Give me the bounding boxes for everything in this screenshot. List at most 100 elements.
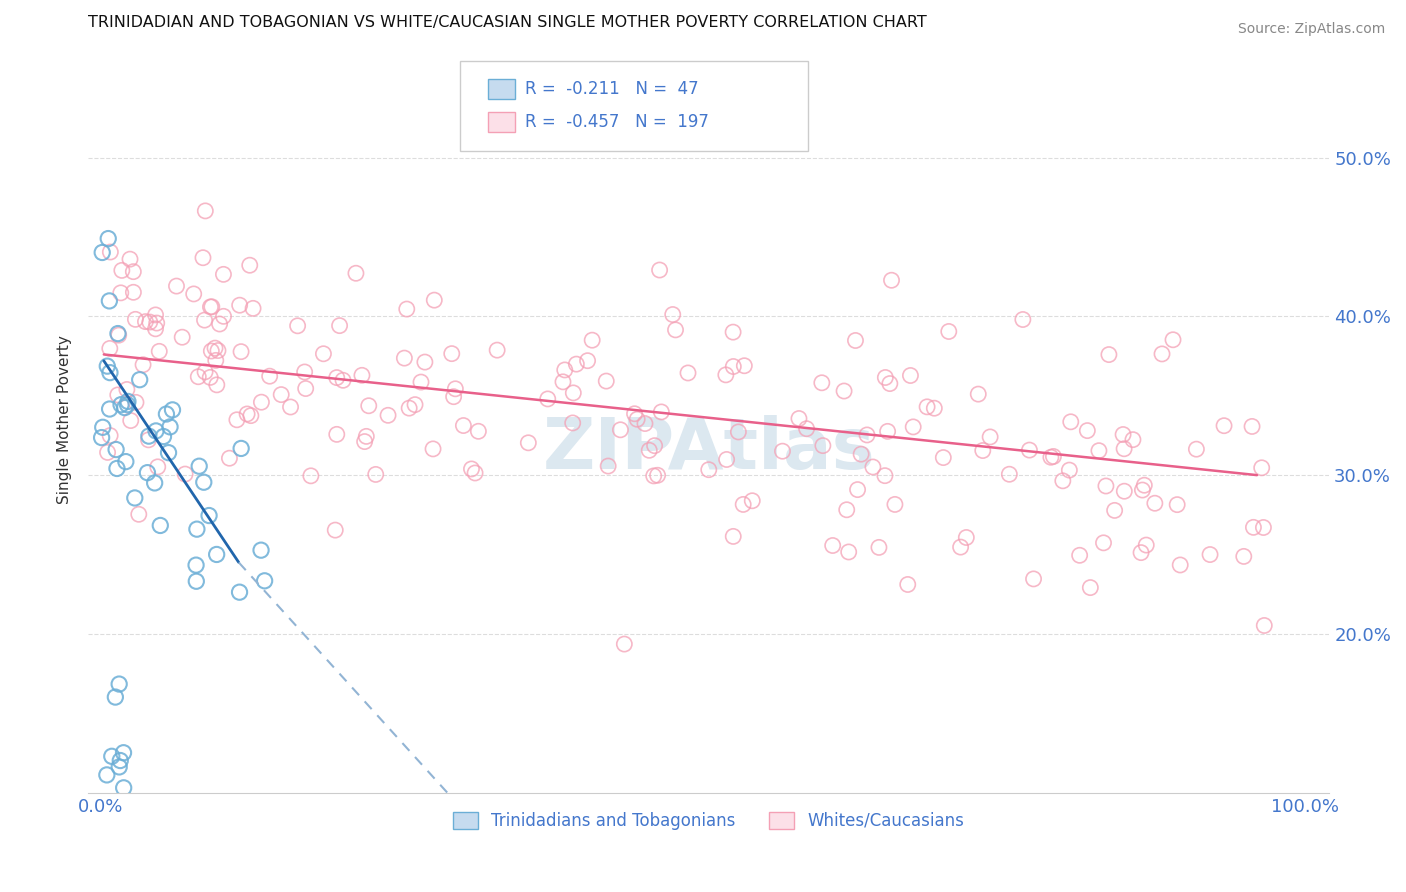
- Point: [844, 334, 866, 348]
- Point: [1076, 424, 1098, 438]
- Point: [139, 315, 162, 329]
- Point: [97, 231, 120, 245]
- Point: [326, 370, 349, 384]
- Point: [138, 429, 160, 443]
- Point: [875, 370, 897, 384]
- Point: [1213, 418, 1236, 433]
- Point: [467, 425, 489, 439]
- Point: [787, 411, 810, 425]
- Point: [796, 422, 818, 436]
- Point: [1253, 618, 1275, 632]
- Point: [134, 315, 156, 329]
- Point: [650, 405, 672, 419]
- Point: [112, 780, 135, 795]
- Point: [259, 369, 281, 384]
- Point: [873, 468, 896, 483]
- Point: [1114, 484, 1136, 499]
- Point: [229, 344, 252, 359]
- Point: [377, 409, 399, 423]
- Text: TRINIDADIAN AND TOBAGONIAN VS WHITE/CAUCASIAN SINGLE MOTHER POVERTY CORRELATION : TRINIDADIAN AND TOBAGONIAN VS WHITE/CAUC…: [89, 15, 927, 30]
- Point: [118, 252, 141, 267]
- Point: [1133, 478, 1156, 492]
- Point: [228, 298, 250, 312]
- Point: [464, 466, 486, 480]
- Point: [250, 395, 273, 409]
- Point: [460, 462, 482, 476]
- Point: [104, 690, 127, 704]
- Point: [537, 392, 560, 406]
- Point: [225, 413, 247, 427]
- Point: [287, 318, 309, 333]
- Point: [312, 347, 335, 361]
- Point: [136, 466, 159, 480]
- Point: [1233, 549, 1256, 564]
- Point: [551, 375, 574, 389]
- Point: [115, 383, 138, 397]
- Point: [868, 541, 890, 555]
- Point: [299, 468, 322, 483]
- Point: [1122, 433, 1144, 447]
- Point: [145, 316, 167, 330]
- Point: [1112, 427, 1135, 442]
- Point: [609, 423, 631, 437]
- Point: [280, 400, 302, 414]
- Point: [395, 301, 418, 316]
- Point: [897, 577, 920, 591]
- Point: [1069, 549, 1091, 563]
- Point: [811, 376, 834, 390]
- Point: [884, 498, 907, 512]
- Point: [1104, 503, 1126, 517]
- Point: [200, 344, 222, 359]
- Point: [1135, 538, 1157, 552]
- Point: [1250, 460, 1272, 475]
- Point: [117, 398, 139, 412]
- Point: [198, 508, 221, 523]
- Point: [91, 245, 114, 260]
- Point: [723, 529, 745, 543]
- Point: [1185, 442, 1208, 457]
- Point: [353, 434, 375, 449]
- Point: [162, 403, 184, 417]
- Point: [138, 433, 160, 447]
- Point: [152, 429, 174, 443]
- Point: [188, 459, 211, 474]
- Point: [554, 363, 576, 377]
- Point: [110, 398, 132, 412]
- Point: [344, 266, 367, 280]
- Point: [191, 251, 214, 265]
- Point: [1253, 520, 1275, 534]
- Point: [1166, 498, 1188, 512]
- Point: [205, 548, 228, 562]
- Bar: [488, 112, 515, 131]
- Point: [294, 365, 316, 379]
- Point: [326, 427, 349, 442]
- Point: [440, 346, 463, 360]
- Point: [932, 450, 955, 465]
- Point: [108, 677, 131, 691]
- Text: Source: ZipAtlas.com: Source: ZipAtlas.com: [1237, 22, 1385, 37]
- Point: [967, 387, 990, 401]
- Point: [204, 341, 226, 355]
- Point: [626, 412, 648, 426]
- Point: [91, 420, 114, 434]
- Point: [664, 323, 686, 337]
- Point: [562, 385, 585, 400]
- Point: [155, 407, 177, 421]
- Point: [714, 368, 737, 382]
- Point: [716, 452, 738, 467]
- Point: [443, 390, 465, 404]
- Point: [647, 468, 669, 483]
- Point: [145, 308, 167, 322]
- Bar: [488, 79, 515, 99]
- Point: [101, 749, 124, 764]
- Point: [107, 328, 129, 343]
- Point: [174, 467, 197, 481]
- Point: [741, 493, 763, 508]
- Point: [200, 370, 222, 384]
- Legend: Trinidadians and Tobagonians, Whites/Caucasians: Trinidadians and Tobagonians, Whites/Cau…: [447, 805, 972, 837]
- Point: [157, 445, 180, 459]
- Point: [1018, 443, 1040, 458]
- Point: [634, 417, 657, 431]
- Point: [643, 469, 665, 483]
- Point: [208, 317, 231, 331]
